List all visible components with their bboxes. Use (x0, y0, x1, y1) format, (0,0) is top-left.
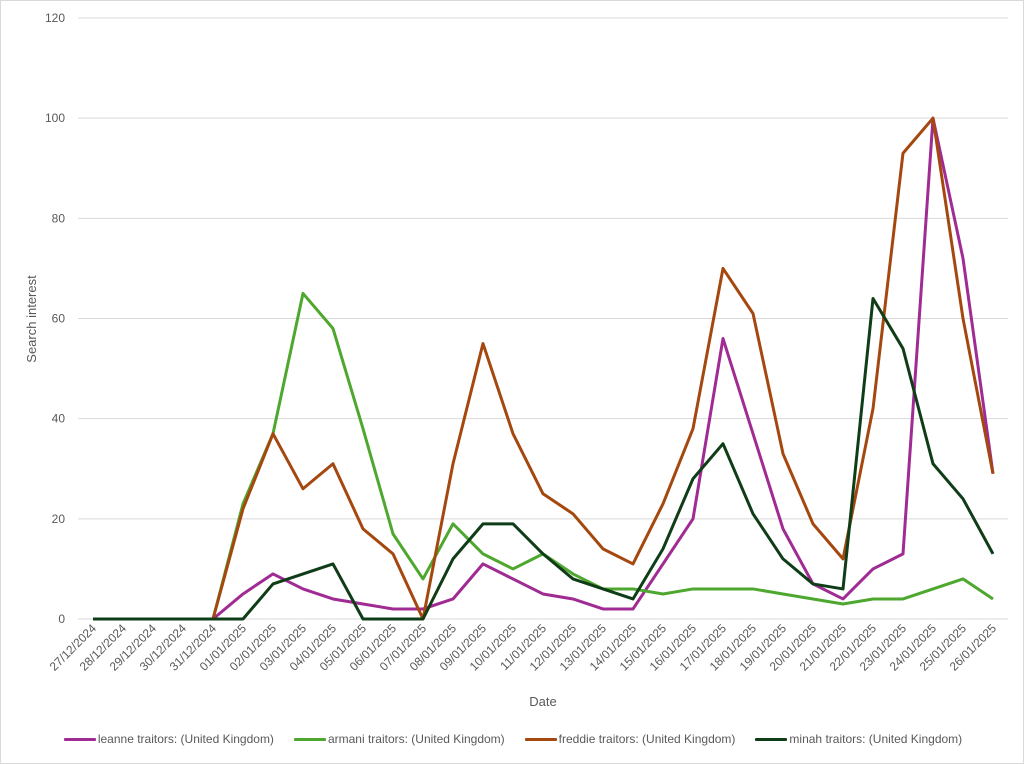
legend: leanne traitors: (United Kingdom) armani … (1, 732, 1024, 746)
series-line (211, 291, 994, 620)
legend-label: armani traitors: (United Kingdom) (327, 732, 505, 746)
x-axis-label: Date (529, 694, 556, 709)
legend-item: leanne traitors: (United Kingdom) (63, 732, 274, 746)
y-tick-label: 100 (45, 111, 65, 125)
series-line (212, 116, 995, 621)
legend-label: minah traitors: (United Kingdom) (789, 732, 963, 746)
y-axis-label: Search interest (24, 275, 39, 363)
legend-label: leanne traitors: (United Kingdom) (97, 732, 274, 746)
y-tick-label: 20 (52, 512, 66, 526)
y-tick-label: 0 (58, 612, 65, 626)
legend-item: armani traitors: (United Kingdom) (293, 732, 505, 746)
gridlines (78, 17, 1008, 620)
legend-item: minah traitors: (United Kingdom) (755, 732, 962, 746)
y-tick-label: 60 (52, 312, 66, 326)
legend-swatch-icon (755, 737, 788, 741)
series-line (93, 296, 995, 621)
line-chart: 0 20 40 60 80 100 120 27/12/202428/12/202429/1… (24, 11, 1008, 709)
legend-label: freddie traitors: (United Kingdom) (558, 732, 736, 746)
y-tick-label: 40 (52, 412, 66, 426)
legend-item: freddie traitors: (United Kingdom) (524, 732, 736, 746)
x-axis-ticks: 27/12/202428/12/202429/12/202430/12/2024… (47, 621, 1000, 674)
y-tick-label: 120 (45, 11, 65, 25)
y-axis-ticks: 0 20 40 60 80 100 120 (45, 11, 65, 626)
series-line (211, 116, 995, 621)
legend-swatch-icon (524, 737, 557, 741)
series-lines (93, 116, 995, 621)
legend-swatch-icon (293, 737, 326, 741)
y-tick-label: 80 (52, 211, 66, 225)
legend-swatch-icon (63, 737, 96, 741)
